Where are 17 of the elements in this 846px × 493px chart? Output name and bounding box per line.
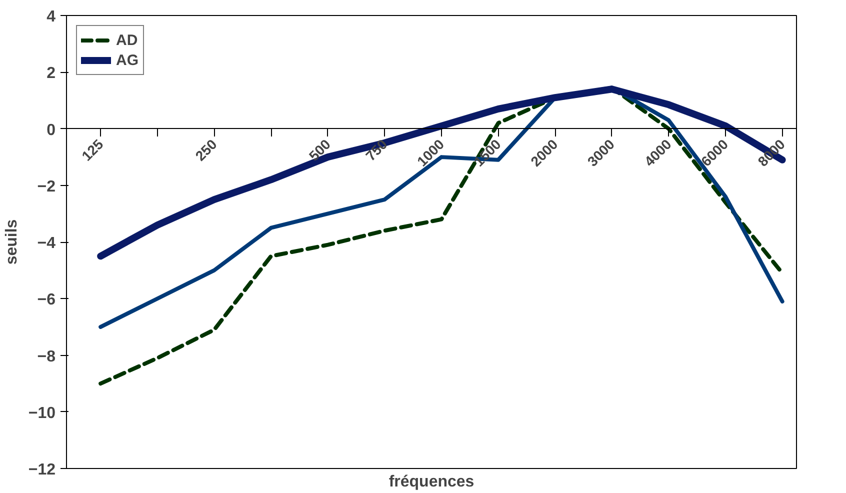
y-tick-label: 0 [46, 122, 56, 139]
x-tick-label: 125 [78, 136, 106, 164]
x-tick-label: 500 [306, 136, 334, 164]
legend-label: AG [116, 52, 138, 68]
y-tick-label: 2 [46, 65, 56, 82]
legend-label: AD [116, 32, 138, 48]
y-tick-label: −10 [28, 404, 56, 422]
y-tick-label: −2 [37, 178, 56, 196]
x-tick-label: 250 [192, 136, 220, 164]
x-axis-title: fréquences [388, 474, 474, 490]
y-tick-label: 4 [46, 8, 56, 26]
x-tick-label: 750 [362, 136, 390, 164]
y-axis-title: seuils [3, 219, 20, 265]
y-tick-label: −6 [37, 292, 56, 309]
y-tick-label: −4 [37, 235, 56, 252]
y-tick-label: −8 [37, 348, 56, 366]
y-tick-label: −12 [28, 462, 56, 478]
